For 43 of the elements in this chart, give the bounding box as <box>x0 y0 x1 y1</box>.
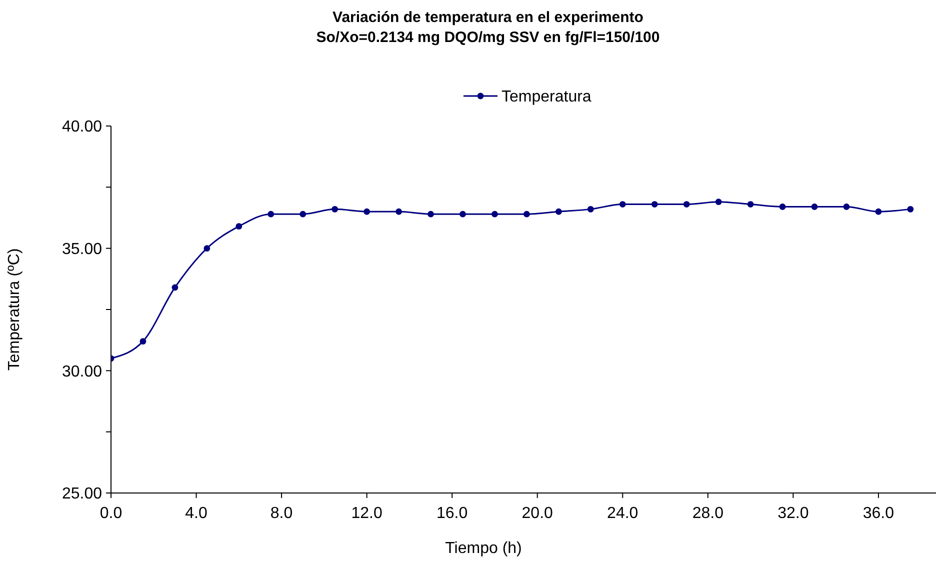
point <box>683 201 690 208</box>
legend-label: Temperatura <box>502 88 592 106</box>
x-axis-title: Tiempo (h) <box>445 540 522 557</box>
x-tick-label: 24.0 <box>607 505 638 522</box>
x-tick-label: 36.0 <box>862 505 894 522</box>
point <box>555 208 562 215</box>
y-tick-label: 30.00 <box>62 363 102 380</box>
point <box>332 206 338 212</box>
x-tick-label: 12.0 <box>351 505 382 522</box>
point <box>587 206 594 212</box>
y-tick-label: 40.00 <box>62 118 102 136</box>
point <box>811 204 818 210</box>
point <box>140 338 146 345</box>
y-axis-title: Temperatura (ºC) <box>6 248 23 371</box>
y-tick-label: 35.00 <box>62 240 102 258</box>
x-tick-label: 0.0 <box>100 505 122 522</box>
point <box>428 210 434 218</box>
point <box>300 210 306 218</box>
x-tick-label: 4.0 <box>185 505 208 522</box>
x-tick-label: 28.0 <box>692 505 724 522</box>
x-tick-label: 8.0 <box>270 505 293 522</box>
point <box>524 210 530 218</box>
point <box>236 223 242 230</box>
point <box>715 198 722 206</box>
point <box>364 208 370 215</box>
x-tick-label: 32.0 <box>778 505 809 522</box>
point <box>460 210 466 218</box>
point <box>204 245 210 252</box>
point <box>779 204 786 210</box>
point <box>843 204 850 210</box>
point <box>747 201 754 208</box>
point <box>492 210 498 218</box>
point <box>875 208 882 215</box>
x-tick-label: 20.0 <box>522 505 554 522</box>
x-tick-label: 16.0 <box>436 505 468 522</box>
chart-title: Variación de temperatura en el experimento So/Xo=0.2134 mg DQO/mg SSV en fg/Fl=150/100 <box>316 9 660 46</box>
point <box>907 206 914 212</box>
point <box>268 210 274 218</box>
point <box>396 208 402 215</box>
y-tick-label: 25.00 <box>62 486 102 503</box>
point <box>172 284 178 291</box>
point <box>619 201 626 208</box>
point <box>651 201 658 208</box>
